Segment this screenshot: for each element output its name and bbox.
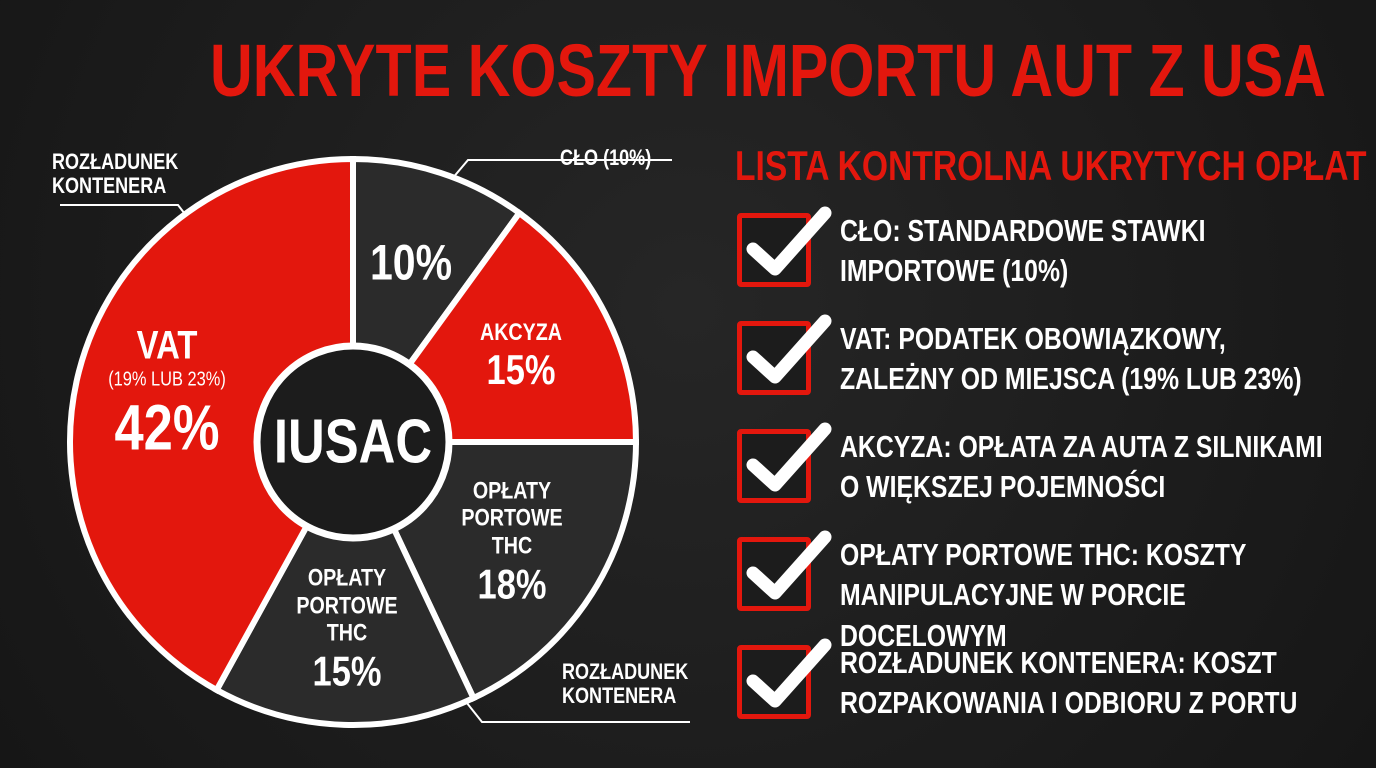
slice-value: 15% xyxy=(486,346,555,394)
slice-label: AKCYZA 15% xyxy=(451,319,590,395)
pie-slice xyxy=(67,155,356,695)
checklist-text: AKCYZA: OPŁATA ZA AUTA Z SILNIKAMI O WIĘ… xyxy=(840,429,1323,505)
pie-slice xyxy=(212,435,478,728)
check-icon xyxy=(746,530,832,600)
center-circle xyxy=(253,342,453,542)
pie-chart xyxy=(60,155,690,728)
checklist-title: LISTA KONTROLNA UKRYTYCH OPŁAT xyxy=(735,142,1367,189)
slice-value: 42% xyxy=(114,391,220,464)
callout: ROZŁADUNEK KONTENERA xyxy=(562,659,689,709)
slice-sublabel: (19% LUB 23%) xyxy=(108,368,226,391)
center-label: IUSAC xyxy=(273,407,433,477)
checklist-item: OPŁATY PORTOWE THC: KOSZTY MANIPULACYJNE… xyxy=(737,530,1337,653)
callout: CŁO (10%) xyxy=(560,145,652,170)
slice-name: VAT xyxy=(136,323,198,368)
slice-value: 18% xyxy=(477,559,547,607)
slice-value: 10% xyxy=(370,234,453,291)
slice-name: OPŁATY PORTOWE THC xyxy=(296,564,398,647)
slice-label: OPŁATY PORTOWE THC 18% xyxy=(442,477,581,608)
slice-label: VAT (19% LUB 23%) 42% xyxy=(85,323,249,466)
checklist-text: ROZŁADUNEK KONTENERA: KOSZT ROZPAKOWANIA… xyxy=(840,645,1298,721)
checklist-item: AKCYZA: OPŁATA ZA AUTA Z SILNIKAMI O WIĘ… xyxy=(737,422,1337,509)
check-mark xyxy=(746,314,832,384)
check-mark xyxy=(746,422,832,492)
check-mark xyxy=(746,530,832,600)
title: UKRYTE KOSZTY IMPORTU AUT Z USA xyxy=(210,29,1327,112)
checklist-text: OPŁATY PORTOWE THC: KOSZTY MANIPULACYJNE… xyxy=(840,537,1247,653)
check-mark xyxy=(746,206,832,276)
slice-label: 10% xyxy=(341,234,480,292)
checklist-item: VAT: PODATEK OBOWIĄZKOWY, ZALEŻNY OD MIE… xyxy=(737,314,1337,401)
check-icon xyxy=(746,638,832,708)
callout: ROZŁADUNEK KONTENERA xyxy=(52,149,179,199)
slice-name: AKCYZA xyxy=(479,318,562,346)
slice-value: 15% xyxy=(312,647,382,695)
checklist-item: CŁO: STANDARDOWE STAWKI IMPORTOWE (10%) xyxy=(737,206,1337,293)
check-mark xyxy=(746,638,832,708)
checklist-text: CŁO: STANDARDOWE STAWKI IMPORTOWE (10%) xyxy=(840,213,1206,289)
slice-label: OPŁATY PORTOWE THC 15% xyxy=(277,564,416,695)
check-icon xyxy=(746,206,832,276)
check-icon xyxy=(746,314,832,384)
slice-name: OPŁATY PORTOWE THC xyxy=(461,477,563,560)
checklist-text: VAT: PODATEK OBOWIĄZKOWY, ZALEŻNY OD MIE… xyxy=(840,321,1302,397)
checklist-item: ROZŁADUNEK KONTENERA: KOSZT ROZPAKOWANIA… xyxy=(737,638,1337,725)
check-icon xyxy=(746,422,832,492)
